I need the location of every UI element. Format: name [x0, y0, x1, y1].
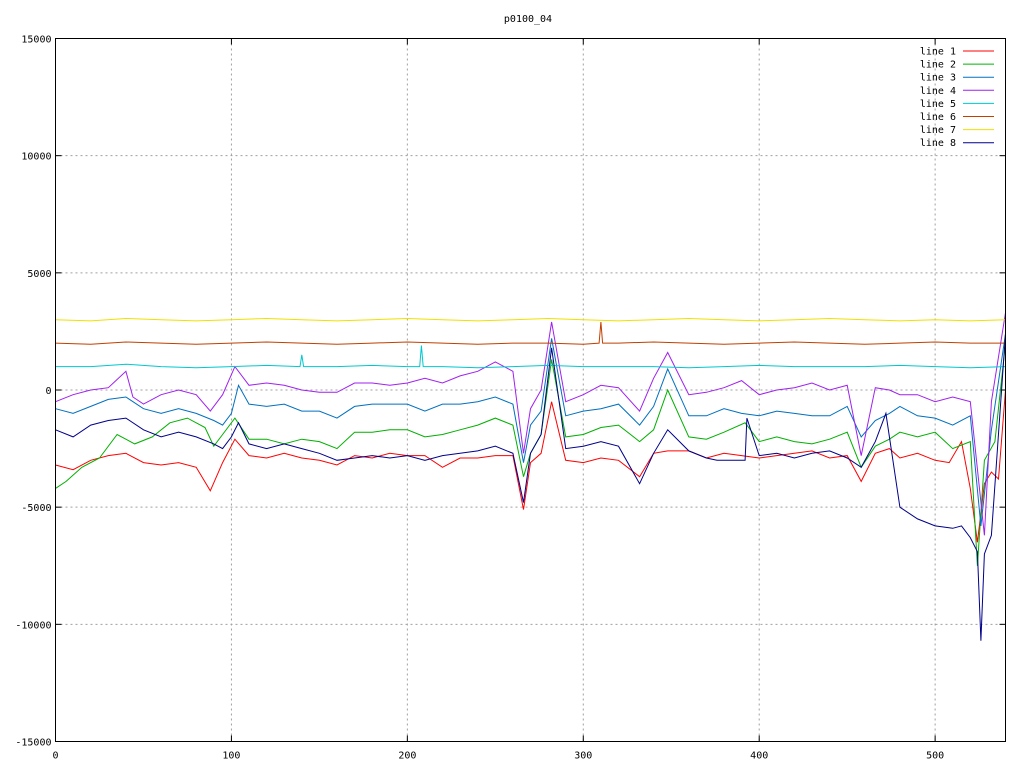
x-tick-label: 100 [222, 751, 240, 762]
x-tick-label: 300 [574, 751, 592, 762]
series-line-3 [55, 333, 1006, 526]
legend-label-2: line 2 [920, 60, 956, 71]
y-tick-label: 5000 [27, 269, 51, 280]
legend: line 1 line 2 line 3 line 4 line 5 line 6 line… [920, 47, 994, 149]
legend-label-8: line 8 [920, 138, 956, 149]
legend-label-5: line 5 [920, 99, 956, 110]
y-tick-label: 10000 [21, 152, 51, 163]
x-tick-label: 500 [926, 751, 944, 762]
series-line-7 [55, 317, 1006, 322]
x-tick-label: 400 [750, 751, 768, 762]
series-line-8 [55, 333, 1006, 641]
grid-lines [55, 38, 1006, 742]
y-tick-label: 0 [45, 386, 51, 397]
y-tick-label: -15000 [15, 738, 51, 749]
series-layer [55, 312, 1006, 641]
y-tick-label: -10000 [15, 620, 51, 631]
axis-ticks: 0 100 200 300 400 500 -15000 -10000 -5000 0 5000 10… [15, 35, 1006, 762]
legend-label-6: line 6 [920, 112, 956, 123]
chart-title: p0100_04 [504, 14, 552, 25]
legend-label-1: line 1 [920, 47, 956, 58]
plot-frame [55, 38, 1006, 742]
series-line-5 [55, 345, 1006, 369]
x-tick-label: 200 [398, 751, 416, 762]
series-line-1 [55, 389, 1006, 543]
y-tick-label: 15000 [21, 35, 51, 46]
x-tick-label: 0 [52, 751, 58, 762]
legend-label-3: line 3 [920, 73, 956, 84]
series-line-4 [55, 312, 1006, 536]
series-line-6 [55, 321, 1006, 345]
legend-label-4: line 4 [920, 86, 956, 97]
y-tick-label: -5000 [21, 503, 51, 514]
legend-label-7: line 7 [920, 125, 956, 136]
